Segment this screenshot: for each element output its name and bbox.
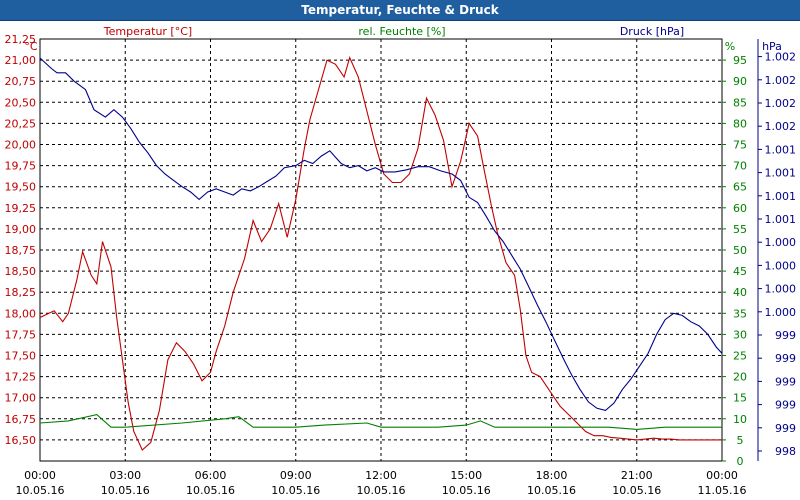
series-lines bbox=[39, 55, 723, 451]
x-tick-date: 10.05.16 bbox=[612, 484, 661, 497]
temp-tick-label: 16,50 bbox=[5, 434, 37, 447]
temp-tick-label: 17,00 bbox=[5, 392, 37, 405]
x-tick-date: 10.05.16 bbox=[16, 484, 65, 497]
x-tick-date: 10.05.16 bbox=[101, 484, 150, 497]
humidity-tick-label: 0 bbox=[737, 455, 744, 468]
x-tick-time: 00:00 bbox=[24, 469, 56, 482]
pressure-tick-label: 1.002 bbox=[765, 74, 797, 87]
humidity-tick-label: 15 bbox=[733, 392, 747, 405]
chart-title: Temperatur, Feuchte & Druck bbox=[301, 3, 499, 17]
humidity-tick-label: 65 bbox=[733, 181, 747, 194]
temp-axis-title: Temperatur [°C] bbox=[103, 25, 192, 38]
x-tick-time: 06:00 bbox=[195, 469, 227, 482]
pressure-tick-label: 999 bbox=[775, 375, 796, 388]
x-tick-time: 03:00 bbox=[109, 469, 141, 482]
axes bbox=[39, 38, 762, 462]
x-tick-date: 10.05.16 bbox=[186, 484, 235, 497]
pressure-tick-label: 1.001 bbox=[765, 167, 797, 180]
pressure-tick-label: 999 bbox=[775, 399, 796, 412]
humidity-tick-label: 75 bbox=[733, 139, 747, 152]
series-line-humidity bbox=[39, 414, 722, 430]
x-tick-time: 21:00 bbox=[621, 469, 653, 482]
temp-tick-label: 19,00 bbox=[5, 223, 37, 236]
axis-labels: 16,50 16,75 17,00 17,25 17,50 17,75 18,00 18,25… bbox=[5, 25, 797, 497]
temp-tick-label: 17,25 bbox=[5, 371, 37, 384]
x-tick-date: 10.05.16 bbox=[527, 484, 576, 497]
grid bbox=[40, 38, 722, 461]
series-line-pressure bbox=[39, 57, 723, 412]
humidity-tick-label: 10 bbox=[733, 413, 747, 426]
pressure-tick-label: 1.000 bbox=[765, 283, 797, 296]
x-tick-time: 15:00 bbox=[450, 469, 482, 482]
pressure-axis-title: Druck [hPa] bbox=[620, 25, 684, 38]
humidity-tick-label: 95 bbox=[733, 54, 747, 67]
humidity-tick-label: 35 bbox=[733, 307, 747, 320]
humidity-tick-label: 45 bbox=[733, 265, 747, 278]
temp-tick-label: 21,00 bbox=[5, 54, 37, 67]
series-line-temperature bbox=[39, 55, 722, 451]
humidity-tick-label: 80 bbox=[733, 117, 747, 130]
humidity-tick-label: 25 bbox=[733, 350, 747, 363]
x-tick-date: 10.05.16 bbox=[357, 484, 406, 497]
chart-title-bar: Temperatur, Feuchte & Druck bbox=[0, 0, 800, 21]
pressure-unit-label: hPa bbox=[762, 40, 782, 53]
humidity-unit-label: % bbox=[725, 40, 735, 53]
temp-tick-label: 20,00 bbox=[5, 139, 37, 152]
pressure-tick-label: 1.000 bbox=[765, 236, 797, 249]
temp-tick-label: 20,50 bbox=[5, 96, 37, 109]
humidity-tick-label: 70 bbox=[733, 160, 747, 173]
temp-tick-label: 20,25 bbox=[5, 117, 37, 130]
pressure-tick-label: 1.000 bbox=[765, 306, 797, 319]
temp-tick-label: 18,50 bbox=[5, 265, 37, 278]
temp-tick-label: 17,75 bbox=[5, 328, 37, 341]
temp-tick-label: 18,25 bbox=[5, 286, 37, 299]
temp-unit-label: °C bbox=[24, 40, 38, 53]
pressure-tick-label: 1.000 bbox=[765, 259, 797, 272]
pressure-tick-label: 998 bbox=[775, 445, 796, 458]
x-tick-time: 18:00 bbox=[536, 469, 568, 482]
pressure-tick-label: 1.001 bbox=[765, 143, 797, 156]
pressure-tick-label: 1.001 bbox=[765, 213, 797, 226]
x-tick-time: 00:00 bbox=[706, 469, 738, 482]
x-tick-time: 12:00 bbox=[365, 469, 397, 482]
humidity-tick-label: 5 bbox=[737, 434, 744, 447]
humidity-tick-label: 90 bbox=[733, 75, 747, 88]
temp-tick-label: 18,00 bbox=[5, 307, 37, 320]
temp-tick-label: 19,75 bbox=[5, 160, 37, 173]
pressure-tick-label: 1.002 bbox=[765, 97, 797, 110]
temp-tick-label: 18,75 bbox=[5, 244, 37, 257]
x-tick-date: 11.05.16 bbox=[698, 484, 747, 497]
x-tick-date: 10.05.16 bbox=[442, 484, 491, 497]
humidity-tick-label: 55 bbox=[733, 223, 747, 236]
pressure-tick-label: 1.002 bbox=[765, 120, 797, 133]
humidity-axis-title: rel. Feuchte [%] bbox=[358, 25, 445, 38]
x-tick-time: 09:00 bbox=[280, 469, 312, 482]
temp-tick-label: 19,25 bbox=[5, 202, 37, 215]
pressure-tick-label: 999 bbox=[775, 352, 796, 365]
humidity-tick-label: 50 bbox=[733, 244, 747, 257]
temp-tick-label: 16,75 bbox=[5, 413, 37, 426]
pressure-tick-label: 1.001 bbox=[765, 190, 797, 203]
humidity-tick-label: 40 bbox=[733, 286, 747, 299]
temp-tick-label: 21,25 bbox=[5, 33, 37, 46]
humidity-tick-label: 60 bbox=[733, 202, 747, 215]
temp-tick-label: 19,50 bbox=[5, 181, 37, 194]
pressure-tick-label: 999 bbox=[775, 329, 796, 342]
humidity-tick-label: 85 bbox=[733, 96, 747, 109]
pressure-tick-label: 1.002 bbox=[765, 51, 797, 64]
humidity-tick-label: 30 bbox=[733, 328, 747, 341]
x-tick-date: 10.05.16 bbox=[271, 484, 320, 497]
humidity-tick-label: 20 bbox=[733, 371, 747, 384]
temp-tick-label: 17,50 bbox=[5, 350, 37, 363]
pressure-tick-label: 999 bbox=[775, 422, 796, 435]
temp-tick-label: 20,75 bbox=[5, 75, 37, 88]
